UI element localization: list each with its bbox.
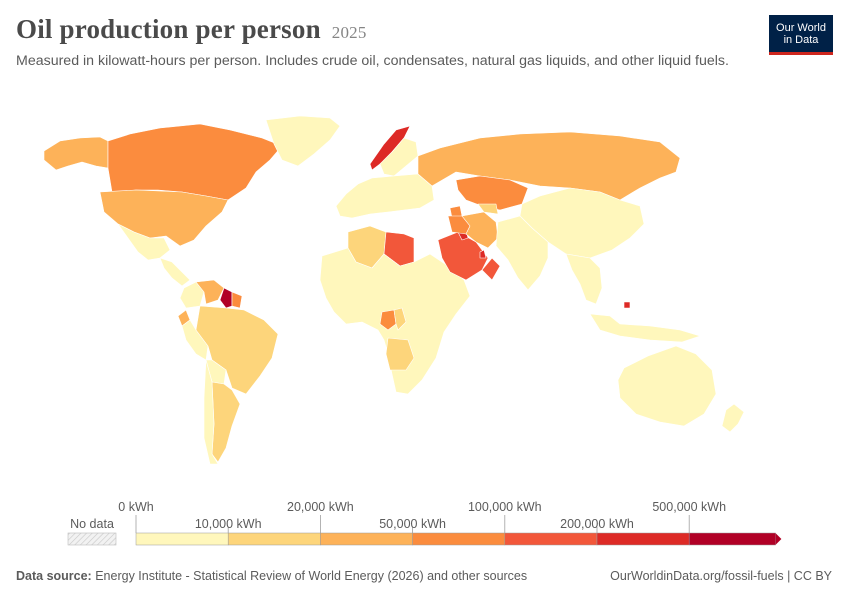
legend-no-data-label: No data xyxy=(70,517,114,531)
region-chile[interactable] xyxy=(203,359,219,465)
region-canada[interactable] xyxy=(107,123,283,201)
region-guyana[interactable] xyxy=(219,287,233,309)
title-text: Oil production per person xyxy=(16,14,321,44)
region-suriname[interactable] xyxy=(231,291,243,309)
logo-line-2: in Data xyxy=(783,33,819,46)
source-label: Data source: xyxy=(16,569,92,583)
legend-label-top-2: 100,000 kWh xyxy=(468,500,542,514)
legend-label-top-1: 20,000 kWh xyxy=(287,500,354,514)
region-angola[interactable] xyxy=(385,337,415,371)
legend-bin-3[interactable] xyxy=(412,532,506,546)
title-year: 2025 xyxy=(331,23,367,42)
region-iran[interactable] xyxy=(461,211,499,249)
region-oman[interactable] xyxy=(481,257,501,281)
legend-bin-5[interactable] xyxy=(596,532,690,546)
region-australia[interactable] xyxy=(617,345,717,427)
region-new-zealand[interactable] xyxy=(721,403,745,433)
legend-bin-1[interactable] xyxy=(227,532,321,546)
region-indonesia[interactable] xyxy=(589,313,701,343)
legend-label-bottom-1: 50,000 kWh xyxy=(379,517,446,531)
legend-bin-2[interactable] xyxy=(320,532,413,546)
region-turkmenistan[interactable] xyxy=(477,203,499,215)
data-source: Data source: Energy Institute - Statisti… xyxy=(16,569,527,583)
region-brunei[interactable] xyxy=(623,301,631,309)
world-map xyxy=(43,115,745,465)
region-southeast-asia[interactable] xyxy=(565,253,603,305)
chart-title: Oil production per person 2025 xyxy=(16,14,367,45)
region-qatar[interactable] xyxy=(479,249,487,259)
chart-subtitle: Measured in kilowatt-hours per person. I… xyxy=(16,53,729,69)
source-text: Energy Institute - Statistical Review of… xyxy=(95,569,528,583)
legend-label-top-3: 500,000 kWh xyxy=(652,500,726,514)
source-url[interactable]: OurWorldinData.org/fossil-fuels | CC BY xyxy=(610,569,832,583)
region-russia[interactable] xyxy=(417,131,681,201)
region-india-south-asia[interactable] xyxy=(495,215,549,291)
region-argentina[interactable] xyxy=(211,381,241,463)
region-congo[interactable] xyxy=(393,307,407,331)
region-brazil[interactable] xyxy=(195,305,279,395)
legend-bin-0[interactable] xyxy=(135,532,229,546)
legend-label-bottom-2: 200,000 kWh xyxy=(560,517,634,531)
color-legend: No data 0 kWh 20,000 kWh 100,000 kWh 500,000… xyxy=(67,500,782,546)
legend-bin-6[interactable] xyxy=(688,532,776,546)
region-greenland[interactable] xyxy=(265,115,341,167)
region-united-states[interactable] xyxy=(99,189,229,247)
region-mexico[interactable] xyxy=(117,223,171,261)
legend-no-data-swatch[interactable] xyxy=(67,532,117,546)
region-peru[interactable] xyxy=(181,319,209,361)
region-gabon[interactable] xyxy=(379,309,397,331)
legend-arrow xyxy=(775,533,782,545)
legend-label-top-0: 0 kWh xyxy=(118,500,153,514)
legend-label-bottom-0: 10,000 kWh xyxy=(195,517,262,531)
region-alaska[interactable] xyxy=(43,136,109,171)
legend-bin-4[interactable] xyxy=(504,532,598,546)
logo-line-1: Our World xyxy=(776,21,826,34)
owid-logo[interactable]: Our World in Data xyxy=(769,15,833,55)
region-central-america[interactable] xyxy=(159,257,191,287)
region-kazakhstan[interactable] xyxy=(455,175,529,211)
region-europe[interactable] xyxy=(335,173,435,219)
region-venezuela[interactable] xyxy=(195,279,225,305)
